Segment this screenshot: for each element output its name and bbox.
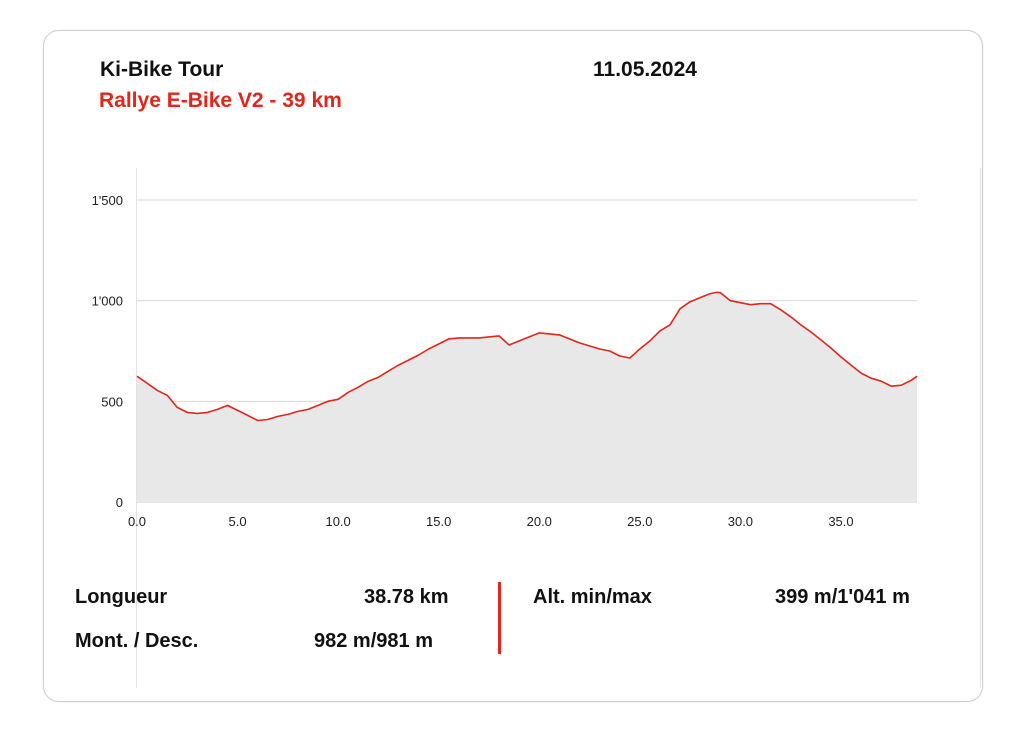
tour-title: Ki-Bike Tour (100, 58, 224, 81)
x-tick-label: 15.0 (426, 514, 451, 529)
length-label: Longueur (75, 586, 168, 608)
x-tick-label: 20.0 (527, 514, 552, 529)
elevation-gain-loss-label: Mont. / Desc. (75, 630, 199, 652)
elevation-line (136, 291, 918, 422)
y-tick-label: 1'000 (92, 294, 123, 309)
chart-border-right (980, 168, 981, 688)
length-value: 38.78 km (364, 586, 449, 608)
y-tick-label: 0 (116, 495, 123, 510)
x-tick-label: 5.0 (229, 514, 247, 529)
tour-date: 11.05.2024 (593, 58, 697, 81)
x-tick-label: 30.0 (728, 514, 753, 529)
altitude-min-max-label: Alt. min/max (533, 586, 652, 608)
stats-divider (498, 582, 501, 654)
y-tick-label: 1'500 (92, 193, 123, 208)
altitude-min-max-value: 399 m/1'041 m (775, 586, 910, 608)
elevation-gain-loss-value: 982 m/981 m (314, 630, 433, 652)
x-tick-label: 25.0 (627, 514, 652, 529)
x-tick-label: 10.0 (325, 514, 350, 529)
chart-border-left (136, 168, 137, 688)
elevation-area (137, 292, 917, 502)
x-tick-label: 0.0 (128, 514, 146, 529)
y-tick-label: 500 (101, 394, 123, 409)
route-subtitle: Rallye E-Bike V2 - 39 km (99, 89, 342, 112)
x-tick-label: 35.0 (828, 514, 853, 529)
